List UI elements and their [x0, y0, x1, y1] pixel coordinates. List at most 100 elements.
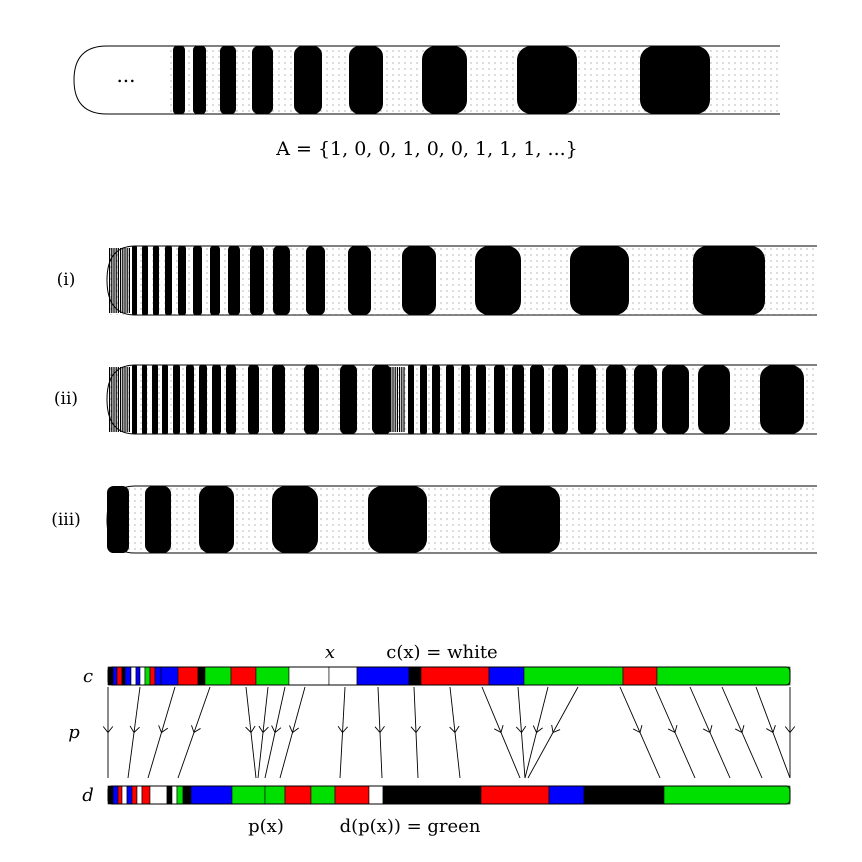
row-ii-block [199, 365, 207, 434]
row-iii-block [199, 486, 234, 553]
c-bar-segment-green [523, 666, 624, 686]
c-bar-segment-red [149, 666, 156, 686]
c-bar-segment-white [130, 666, 137, 686]
c-bar-segment-white [288, 666, 330, 686]
d-bar-segment-red [131, 785, 138, 805]
row-ii-stripe [392, 367, 394, 432]
row-i-stripe [128, 248, 130, 313]
d-bar-segment-blue [126, 785, 133, 805]
p-arrow-head [734, 724, 745, 734]
c-bar-segment-red [230, 666, 257, 686]
top-strip-block [349, 46, 383, 114]
row-i-block [306, 246, 325, 315]
c-bar-segment-red [116, 666, 123, 686]
d-bar-frame [107, 785, 791, 805]
c-bar-segment-green [255, 666, 290, 686]
c-bar-segment-blue [154, 666, 162, 686]
row-ii-block [162, 365, 168, 434]
top-strip-block [294, 46, 322, 114]
row-i-blocks [109, 246, 765, 315]
d-label: d [82, 785, 94, 806]
c-bar-segment-blue [124, 666, 132, 686]
c-bar-segment-blue [356, 666, 410, 686]
row-ii-block [446, 365, 454, 434]
p-arrow-head [129, 725, 140, 734]
p-arrow-head [410, 726, 421, 734]
row-iii-block [490, 486, 560, 553]
d-bar-segment-green [310, 785, 336, 805]
p-arrow-head [158, 725, 169, 734]
row-i-block [475, 246, 521, 315]
row-ii-block [530, 365, 544, 434]
row-ii-block [212, 365, 221, 434]
row-i-stripe [124, 248, 126, 313]
set-a-caption: A = {1, 0, 0, 1, 0, 0, 1, 1, 1, ...} [275, 138, 578, 160]
row-ii-block [760, 365, 804, 434]
row-ii-stripe [394, 367, 396, 432]
row-ii-stripe [126, 367, 128, 432]
c-bar-segment-red [177, 666, 199, 686]
top-strip-block [422, 46, 467, 114]
x-label: x [325, 642, 335, 663]
d-bar-segment-red [117, 785, 123, 805]
row-i-block [273, 246, 290, 315]
row-ii-block [476, 365, 486, 434]
p-arrow-head [494, 724, 504, 734]
row-i-block [228, 246, 240, 315]
row-ii-block [432, 365, 440, 434]
c-bar-segment-green [656, 666, 791, 686]
c-bar-segment-black [197, 666, 206, 686]
row-i-block [193, 246, 202, 315]
row-i-stripe [115, 248, 117, 313]
d-bar-segment-green [663, 785, 791, 805]
d-bar-segment-black [583, 785, 665, 805]
row-iii-block [272, 486, 318, 553]
c-bar-segment-blue [135, 666, 141, 686]
c-bar-segment-white [139, 666, 146, 686]
row-ii-block [372, 365, 391, 434]
row-i-stripe [111, 248, 113, 313]
row-ii-stripe [401, 367, 403, 432]
d-bar-segment-red [141, 785, 151, 805]
top-strip: ... A = {1, 0, 0, 1, 0, 0, 1, 1, 1, ...} [73, 45, 780, 160]
c-bar-frame [107, 666, 791, 686]
row-iii: (iii) [51, 485, 817, 554]
row-ii-stripe [120, 367, 122, 432]
row-i-stripe [117, 248, 119, 313]
row-iii-block [145, 486, 171, 553]
row-i-stripe [113, 248, 115, 313]
p-arrow-head [449, 725, 460, 734]
row-i-stripe [122, 248, 124, 313]
d-bar-segment-green [176, 785, 184, 805]
coloring-diagram: x c(x) = white c p d p(x) d(p(x)) = gree… [68, 642, 796, 837]
row-i-block [165, 246, 172, 315]
c-label: c [83, 666, 93, 687]
row-ii-block [186, 365, 194, 434]
row-i-block [210, 246, 220, 315]
row-i-block [570, 246, 629, 315]
d-bar-segment-black [166, 785, 173, 805]
row-ii-block [152, 365, 158, 434]
p-label: p [68, 722, 80, 743]
row-ii-block [340, 365, 357, 434]
ellipsis-label: ... [116, 63, 135, 87]
row-ii-stripe [399, 367, 401, 432]
c-bar-segment-black [408, 666, 422, 686]
d-bar-segment-blue [548, 785, 585, 805]
c-bar-segment-blue [488, 666, 525, 686]
d-bar [107, 785, 791, 805]
row-ii-block [272, 365, 285, 434]
row-ii-block [698, 365, 730, 434]
row-i-block [153, 246, 159, 315]
c-bar-segment-green [204, 666, 232, 686]
px-label: p(x) [248, 816, 284, 837]
dpx-label: d(p(x)) = green [340, 816, 481, 837]
row-ii-block [142, 365, 147, 434]
p-arrow-head [702, 724, 713, 734]
top-strip-block [517, 46, 577, 114]
c-bar [107, 666, 791, 686]
d-bar-segment-green [231, 785, 266, 805]
row-label-iii: (iii) [51, 510, 81, 530]
p-arrow-head [271, 725, 282, 734]
row-ii-block [420, 365, 427, 434]
